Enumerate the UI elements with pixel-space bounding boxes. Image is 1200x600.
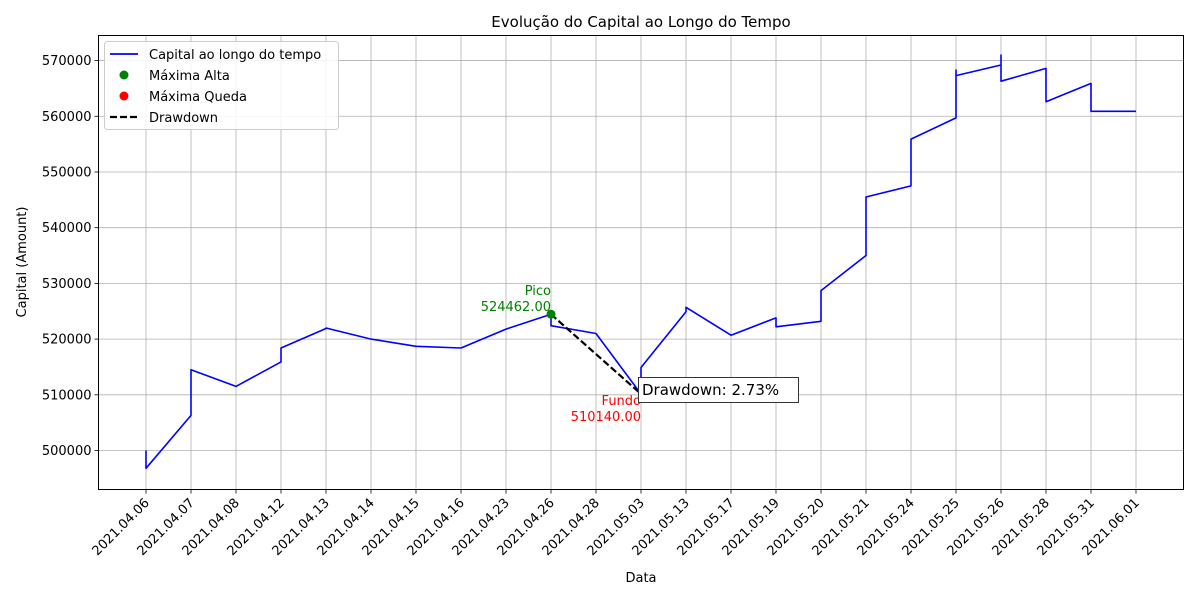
- legend-peak-swatch: [119, 70, 129, 80]
- trough-label: Fundo: [602, 394, 641, 409]
- legend-box: [104, 41, 339, 130]
- legend-label-peak: Máxima Alta: [149, 69, 230, 84]
- x-axis-ticks: 2021.04.062021.04.072021.04.082021.04.12…: [90, 489, 1143, 559]
- y-tick-label: 550000: [42, 165, 92, 180]
- peak-value: 524462.00: [481, 300, 551, 315]
- trough-value: 510140.00: [571, 410, 641, 425]
- peak-label: Pico: [525, 284, 551, 299]
- legend: Capital ao longo do tempo Máxima Alta Má…: [104, 41, 339, 130]
- annotations: Pico 524462.00 Fundo 510140.00 Drawdown:…: [481, 284, 799, 425]
- y-tick-label: 530000: [42, 277, 92, 292]
- drawdown-text: Drawdown: 2.73%: [642, 381, 779, 399]
- y-tick-label: 540000: [42, 221, 92, 236]
- y-tick-label: 500000: [42, 444, 92, 459]
- y-axis-label: Capital (Amount): [15, 207, 30, 318]
- legend-label-capital: Capital ao longo do tempo: [149, 48, 321, 63]
- x-axis-label: Data: [625, 571, 656, 586]
- legend-label-drawdown: Drawdown: [149, 111, 218, 126]
- legend-label-trough: Máxima Queda: [149, 90, 247, 105]
- peak-point: [546, 309, 556, 319]
- y-tick-label: 560000: [42, 110, 92, 125]
- y-tick-label: 510000: [42, 388, 92, 403]
- series-layer: [145, 54, 1136, 470]
- drawdown-box: [638, 377, 799, 403]
- y-tick-label: 570000: [42, 54, 92, 69]
- y-axis-ticks: 500000 510000 520000 530000 540000 550000 5600…: [42, 54, 99, 459]
- y-tick-label: 520000: [42, 333, 92, 348]
- series-line-capital: [145, 54, 1136, 470]
- drawdown-line: [550, 313, 642, 395]
- chart-title: Evolução do Capital ao Longo do Tempo: [491, 13, 790, 31]
- legend-trough-swatch: [119, 91, 129, 101]
